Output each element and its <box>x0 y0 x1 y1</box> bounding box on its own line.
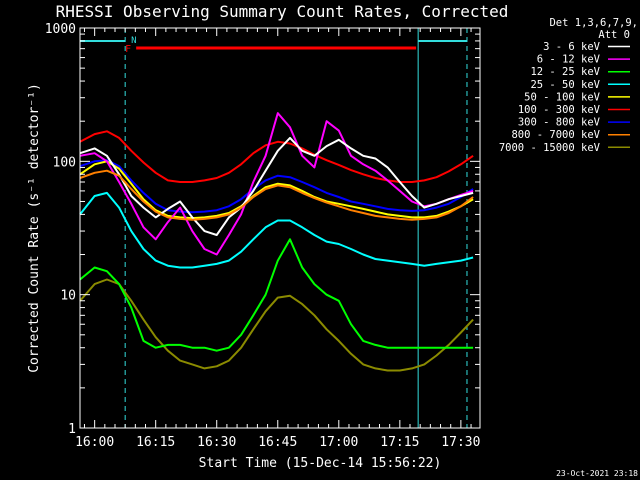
x-axis-label: Start Time (15-Dec-14 15:56:22) <box>199 456 442 471</box>
series-line <box>79 160 474 220</box>
series-line <box>79 159 474 214</box>
legend-label: 800 - 7000 keV <box>511 129 600 141</box>
x-tick-label: 16:45 <box>258 435 297 450</box>
chart-title: RHESSI Observing Summary Count Rates, Co… <box>56 2 509 21</box>
legend-label: 3 - 6 keV <box>543 41 601 53</box>
series-line <box>79 278 474 372</box>
x-tick-label: 17:15 <box>380 435 419 450</box>
y-axis-label: Corrected Count Rate (s⁻¹ detector⁻¹) <box>27 83 42 373</box>
axis-layer: 16:00 16:15 16:30 16:45 17:00 17:15 17:30 1 10 10… <box>45 22 481 450</box>
y-tick-label: 1000 <box>45 22 76 37</box>
legend-label: 25 - 50 keV <box>530 79 600 91</box>
y-tick-label: 1 <box>68 422 76 437</box>
legend-label: 6 - 12 keV <box>537 54 601 66</box>
legend-label: 7000 - 15000 keV <box>499 142 601 154</box>
timestamp: 23-Oct-2021 23:18 <box>556 469 638 478</box>
x-tick-label: 16:15 <box>136 435 175 450</box>
x-tick-label: 17:30 <box>441 435 480 450</box>
series-line <box>79 112 474 256</box>
legend-label: 300 - 800 keV <box>518 117 601 129</box>
x-tick-label: 17:00 <box>319 435 358 450</box>
x-tick-label: 16:00 <box>75 435 114 450</box>
series-line <box>79 169 474 221</box>
plot-frame <box>79 27 481 429</box>
series-line <box>79 136 474 236</box>
y-tick-label: 10 <box>60 289 76 304</box>
series-layer <box>79 112 474 372</box>
legend-label: 100 - 300 keV <box>518 104 601 116</box>
x-tick-label: 16:30 <box>197 435 236 450</box>
detectors-label: Det 1,3,6,7,9, <box>549 17 638 29</box>
series-line <box>79 191 474 269</box>
attenuator-label: Att 0 <box>598 29 630 41</box>
y-tick-label: 100 <box>53 155 76 170</box>
legend-label: 50 - 100 keV <box>524 91 601 103</box>
series-line <box>79 130 474 183</box>
legend-label: 12 - 25 keV <box>530 66 600 78</box>
night-flag-label: N <box>131 36 136 46</box>
flare-flag-label: F <box>125 44 131 55</box>
series-line <box>79 238 474 352</box>
